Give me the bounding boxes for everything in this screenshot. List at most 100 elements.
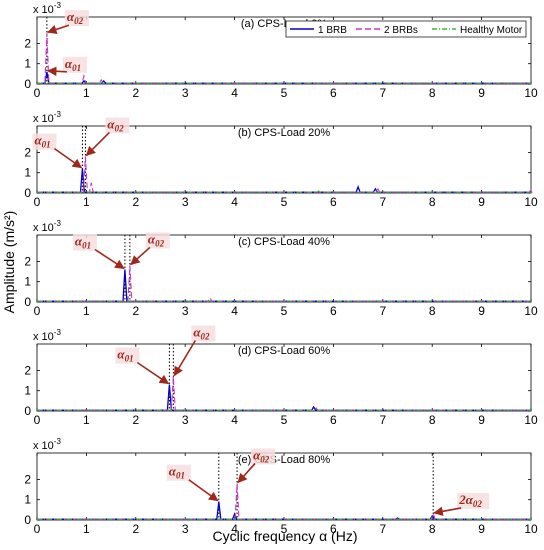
panel-0: x 10-3(a) CPS-Load 0%0 1 2 3 4 5 6 7 8 9 10012α02α… (24, 1, 538, 100)
y-tick-label: 0 (24, 404, 31, 418)
y-exponent-power: -3 (54, 437, 62, 446)
y-tick-label: 0 (24, 295, 31, 309)
annotation-bg (145, 232, 170, 249)
series-line-0 (37, 168, 531, 193)
x-tick-label: 0 (34, 304, 41, 318)
x-tick-label: 2 (132, 195, 139, 209)
y-exponent-power: -3 (54, 219, 62, 228)
annotation-subscript: 02 (74, 16, 84, 26)
x-tick-label: 10 (524, 304, 538, 318)
annotation: α01 (166, 464, 219, 502)
x-tick-label: 10 (524, 522, 538, 536)
x-tick-label: 6 (330, 86, 337, 100)
x-tick-label: 9 (478, 86, 485, 100)
x-axis-label: Cyclic frequency α (Hz) (212, 528, 357, 544)
x-tick-label: 1 (83, 413, 90, 427)
y-tick-label: 2 (24, 363, 31, 377)
x-tick-label: 8 (429, 413, 436, 427)
panel-4: x 10-3(e) CPS-Load 80%0 1 2 3 4 5 6 7 8 9 10012α01… (24, 437, 538, 536)
legend-entry: 2 BRBs (384, 25, 418, 36)
x-tick-label: 6 (330, 195, 337, 209)
annotation: α02 (173, 324, 216, 377)
annotation-subscript: 01 (82, 241, 91, 251)
x-tick-label: 3 (182, 522, 189, 536)
annotation-subscript: 01 (72, 63, 81, 73)
y-tick-label: 0 (24, 186, 31, 200)
annotation-arrow (85, 131, 110, 157)
series-line-2 (37, 81, 531, 84)
x-tick-label: 8 (429, 304, 436, 318)
annotation-arrow (433, 506, 462, 517)
x-tick-label: 7 (379, 195, 386, 209)
x-tick-label: 5 (281, 195, 288, 209)
panel-title: (c) CPS-Load 40% (238, 236, 330, 248)
y-tick-label: 1 (24, 166, 31, 180)
x-tick-label: 4 (231, 195, 238, 209)
x-tick-label: 4 (231, 86, 238, 100)
x-tick-label: 1 (83, 304, 90, 318)
x-tick-label: 0 (34, 522, 41, 536)
x-tick-label: 1 (83, 195, 90, 209)
panel-1: x 10-3(b) CPS-Load 20%0 1 2 3 4 5 6 7 8 9 10012α01… (24, 110, 538, 209)
annotation: 2α02 (433, 492, 490, 517)
x-tick-label: 5 (281, 304, 288, 318)
x-tick-label: 7 (379, 304, 386, 318)
x-tick-label: 3 (182, 304, 189, 318)
x-tick-label: 0 (34, 195, 41, 209)
annotation-arrow (173, 340, 197, 377)
x-tick-label: 3 (182, 413, 189, 427)
y-exponent: x 10-3 (33, 1, 61, 16)
x-tick-label: 6 (330, 304, 337, 318)
y-tick-label: 1 (24, 493, 31, 507)
x-tick-label: 10 (524, 413, 538, 427)
y-exponent: x 10-3 (33, 328, 61, 343)
panel-3: x 10-3(d) CPS-Load 60%0 1 2 3 4 5 6 7 8 9 10012α01… (24, 324, 538, 427)
y-tick-label: 2 (24, 472, 31, 486)
annotation: α01 (72, 234, 125, 270)
series-line-1 (37, 265, 531, 302)
annotation-arrow (46, 24, 70, 35)
annotation-subscript: 02 (115, 123, 125, 133)
x-tick-label: 10 (524, 195, 538, 209)
annotation-subscript: 01 (176, 471, 185, 481)
panel-2: x 10-3(c) CPS-Load 40%0 1 2 3 4 5 6 7 8 9 10012α01… (24, 219, 538, 318)
x-tick-label: 3 (182, 195, 189, 209)
annotation-bg (72, 234, 97, 251)
annotation-arrow (46, 66, 67, 77)
y-exponent-power: -3 (54, 1, 62, 10)
annotation-bg (191, 325, 216, 342)
annotation-bg (105, 117, 130, 134)
y-exponent-power: -3 (54, 110, 62, 119)
series-line-0 (37, 384, 531, 411)
x-tick-label: 4 (231, 522, 238, 536)
series-line-0 (37, 269, 531, 302)
annotation-arrow (53, 147, 83, 169)
series-line-0 (37, 71, 531, 84)
x-tick-label: 9 (478, 304, 485, 318)
annotation: α02 (130, 231, 170, 266)
x-tick-label: 8 (429, 522, 436, 536)
annotation-bg (32, 133, 57, 150)
annotation-arrow (237, 462, 256, 484)
annotation: α02 (237, 447, 276, 484)
annotation: α01 (46, 56, 87, 77)
series-line-1 (37, 33, 531, 84)
annotation-bg (166, 464, 191, 481)
annotation-arrow (130, 246, 151, 266)
x-tick-label: 1 (83, 86, 90, 100)
annotation-subscript: 02 (473, 499, 483, 509)
y-axis-label: Amplitude (m/s²) (1, 211, 17, 314)
annotation-subscript: 02 (260, 454, 270, 464)
y-tick-label: 1 (24, 384, 31, 398)
x-tick-label: 1 (83, 522, 90, 536)
legend-box (285, 20, 527, 38)
y-tick-label: 2 (24, 36, 31, 50)
series-line-1 (37, 156, 535, 193)
annotation-bg (115, 347, 140, 364)
y-tick-label: 2 (24, 145, 31, 159)
series-line-1 (37, 376, 531, 411)
y-tick-label: 2 (24, 254, 31, 268)
y-tick-label: 1 (24, 57, 31, 71)
annotation-bg (457, 492, 490, 509)
series-line-0 (37, 501, 531, 520)
